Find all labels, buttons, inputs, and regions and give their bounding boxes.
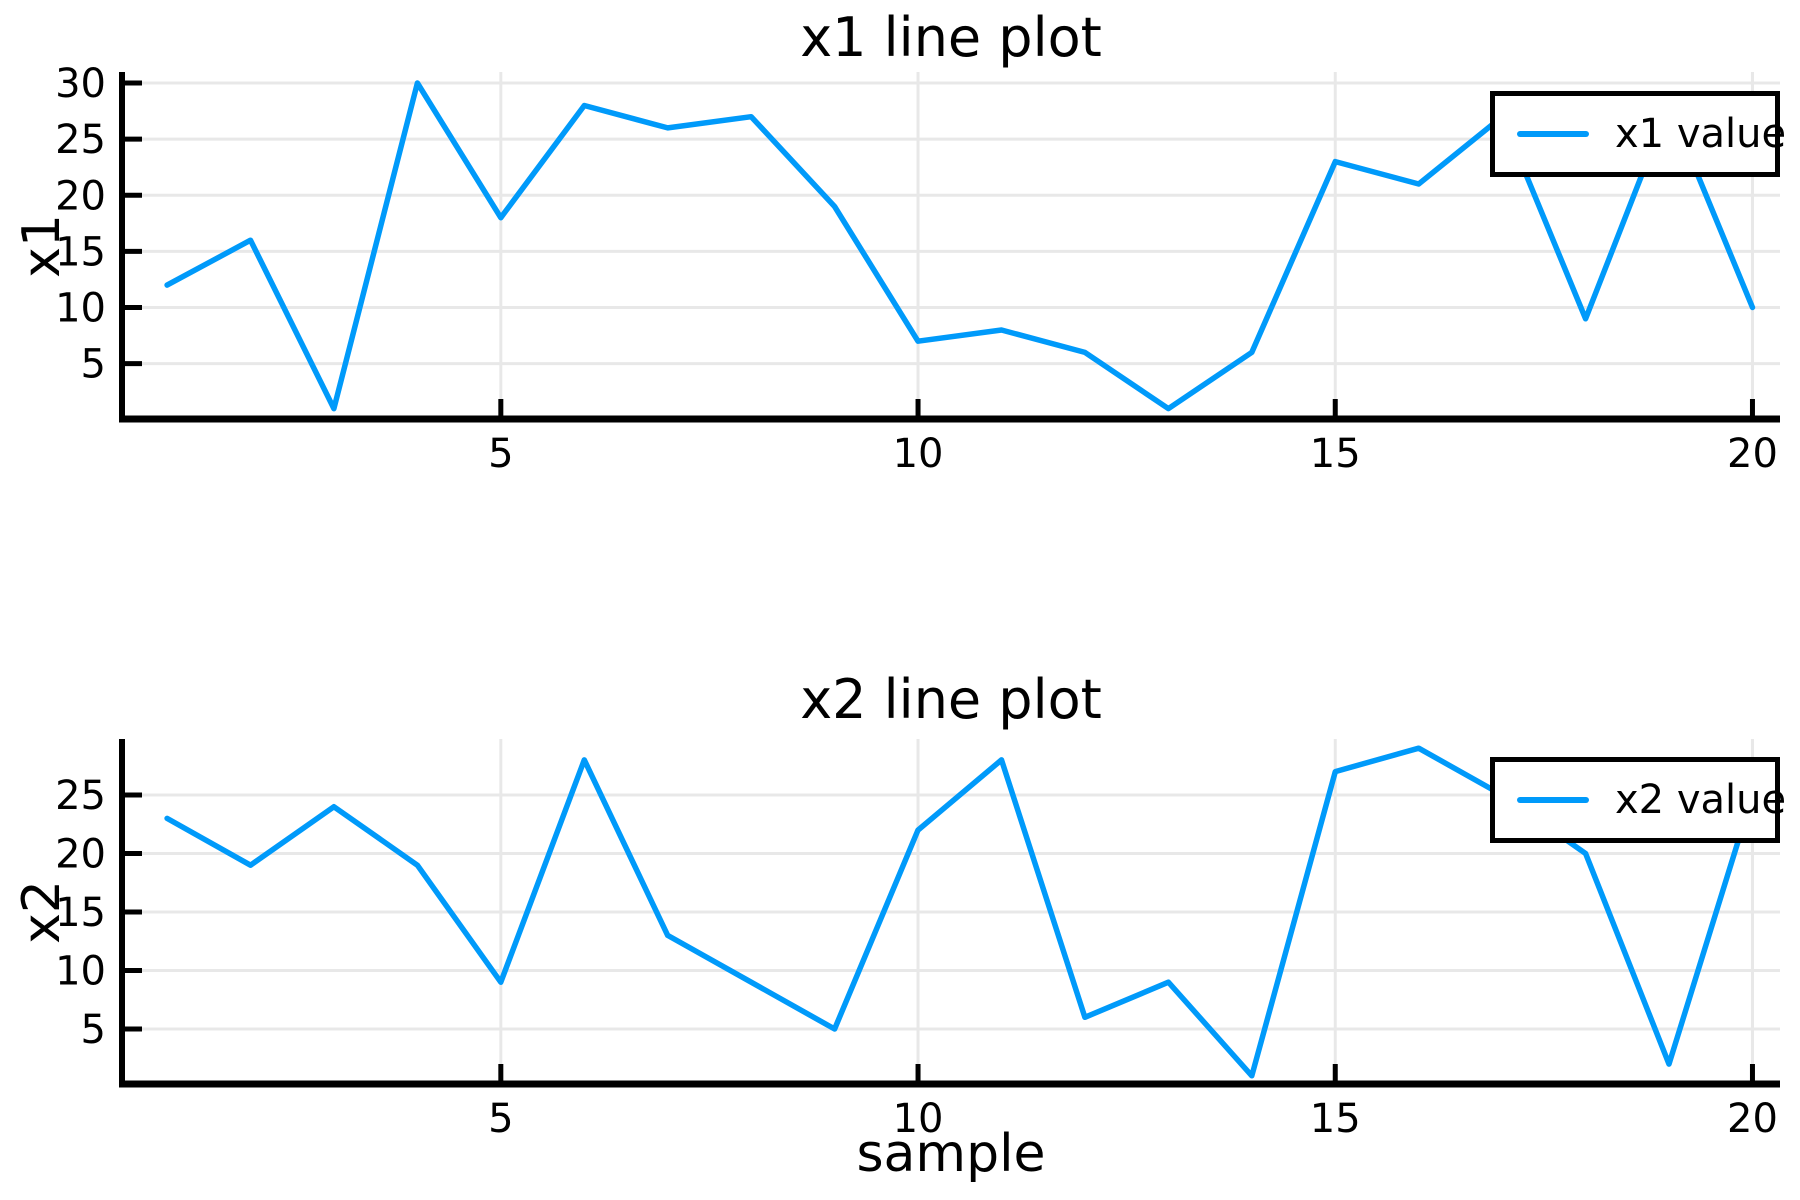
subplot2-xlabel: sample [856,1124,1046,1184]
subplot2-y-tick-label: 15 [55,890,106,936]
subplot1-y-tick-label: 5 [81,342,106,388]
subplot2-x-tick-label: 15 [1310,1096,1361,1142]
subplot2-y-tick-label: 25 [55,773,106,819]
subplot1-ylabel: x1 [12,214,72,278]
subplot2-title: x2 line plot [800,668,1102,731]
subplot1-y-tick-label: 15 [55,229,106,275]
subplot2-legend-box: x2 value [1490,757,1786,843]
subplot2-legend-label: x2 value [1615,777,1787,823]
subplot2-y-tick-label: 10 [55,949,106,995]
subplot1-legend-box: x1 value [1490,91,1786,177]
subplot1-x-tick-label: 15 [1310,431,1361,477]
subplot1-y-tick-label: 10 [55,286,106,332]
subplot2-x-tick-label: 20 [1727,1096,1778,1142]
subplot2-x-tick-label: 5 [488,1096,513,1142]
subplot1-title: x1 line plot [800,6,1102,69]
subplot2-y-tick-label: 5 [81,1007,106,1053]
subplot2-legend-line-sample [1517,797,1589,803]
subplot1-x-tick-label: 20 [1727,431,1778,477]
subplot2-ylabel: x2 [12,880,72,944]
subplot1-y-tick-label: 30 [55,61,106,107]
subplot1-y-tick-label: 20 [55,173,106,219]
subplot1-series-line [164,80,1756,412]
subplot1-x-tick-label: 5 [488,431,513,477]
subplot1-x-tick-label: 10 [893,431,944,477]
subplot2-y-tick-label: 20 [55,832,106,878]
subplot1-y-tick-label: 25 [55,117,106,163]
subplot2-series-line [164,745,1756,1079]
subplot1-legend-line-sample [1517,131,1589,137]
subplot2-x-tick-label: 10 [893,1096,944,1142]
subplot1-legend-label: x1 value [1615,111,1787,157]
